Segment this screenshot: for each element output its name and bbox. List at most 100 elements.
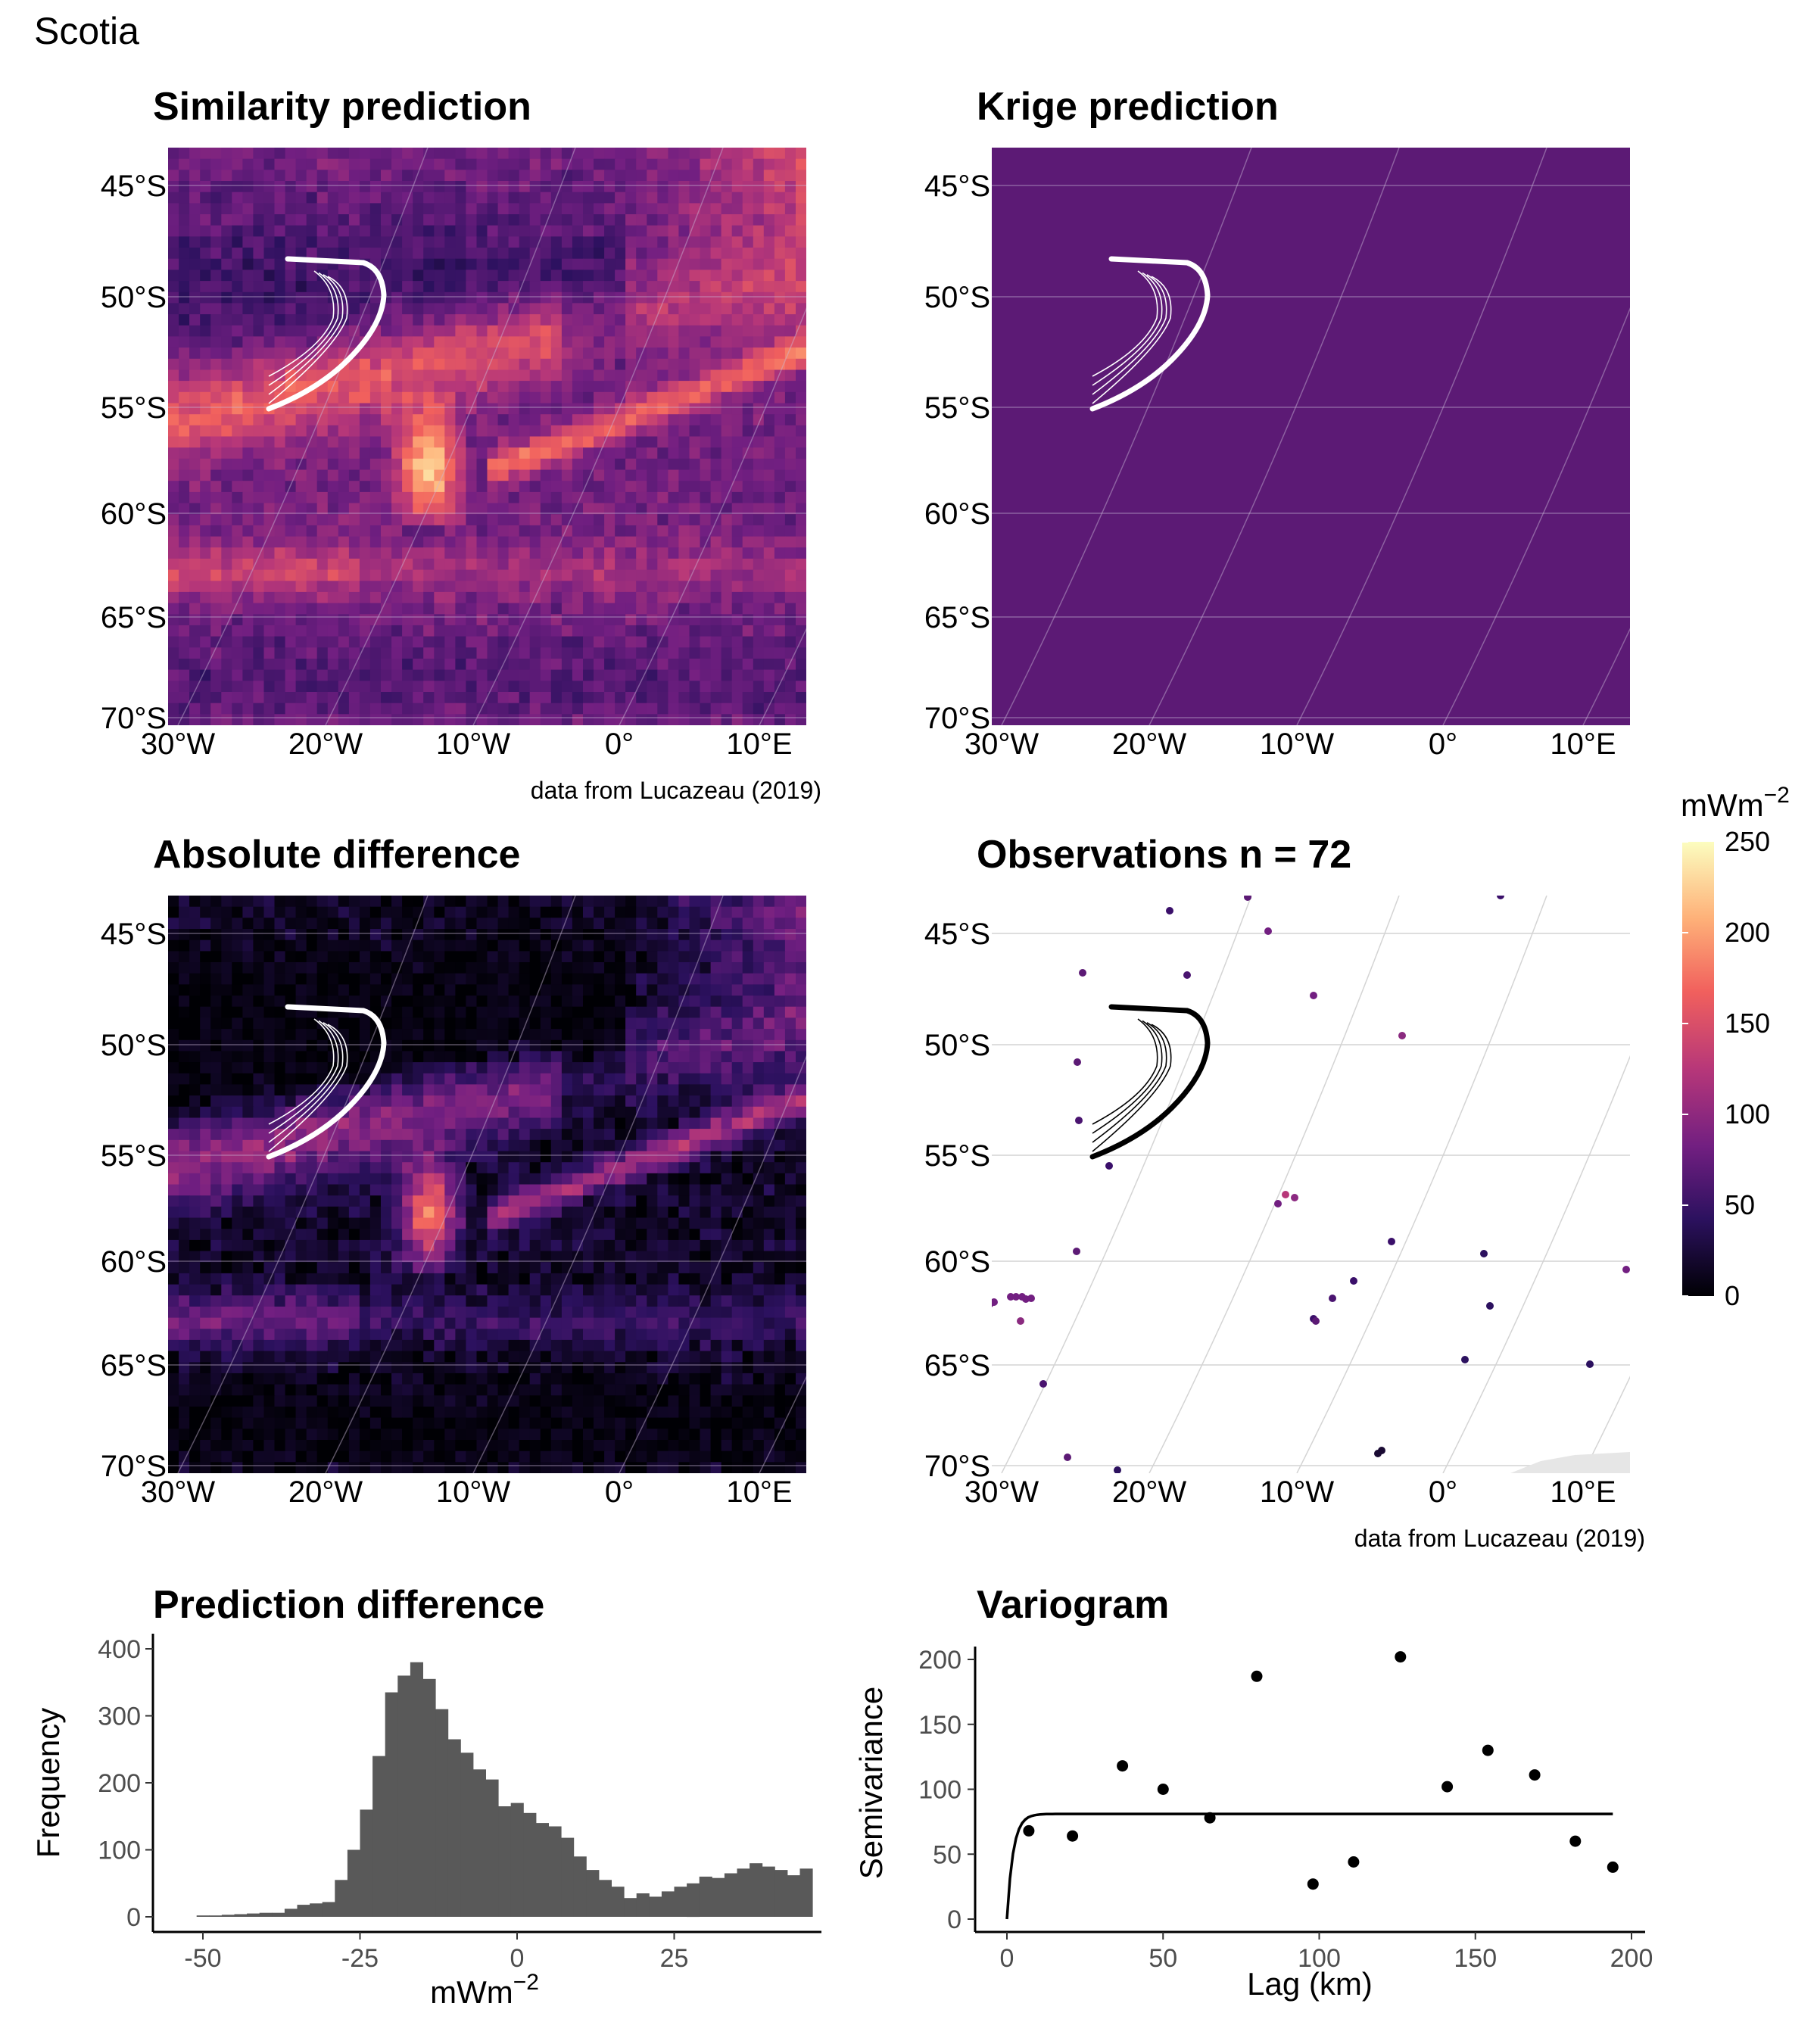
raster-cell [561,158,573,170]
raster-cell [295,1162,307,1174]
raster-cell [753,939,765,952]
raster-cell [572,1184,584,1196]
raster-cell [700,192,712,204]
raster-cell [689,481,701,493]
raster-cell [497,1006,510,1018]
raster-cell [423,336,435,348]
raster-cell [784,929,796,941]
raster-cell [753,1184,765,1196]
raster-cell [763,1039,775,1052]
raster-cell [285,1117,297,1129]
raster-cell [348,403,360,415]
raster-cell [678,929,690,941]
raster-cell [316,896,329,908]
raster-cell [753,514,765,526]
raster-cell [742,1173,754,1186]
raster-cell [487,514,499,526]
raster-cell [189,381,201,393]
plate-boundary-trace [1092,276,1172,404]
raster-cell [189,647,201,659]
raster-cell [444,258,456,270]
raster-cell [529,669,541,681]
raster-cell [784,181,796,193]
raster-cell [636,158,647,170]
raster-cell [348,525,360,537]
raster-cell [796,170,806,182]
raster-cell [784,962,796,974]
raster-cell [540,692,552,704]
raster-cell [316,1151,329,1163]
raster-cell [179,403,190,415]
raster-cell [657,603,669,615]
raster-cell [210,1073,222,1086]
raster-cell [200,469,211,481]
raster-cell [369,581,382,593]
raster-cell [455,458,467,471]
raster-cell [338,225,350,237]
raster-cell [784,681,796,693]
raster-cell [604,1006,616,1018]
raster-cell [359,525,371,537]
raster-cell [753,447,765,460]
raster-cell [678,236,690,248]
raster-cell [168,636,179,648]
raster-cell [625,303,637,315]
raster-cell [731,536,743,548]
raster-cell [210,291,222,304]
raster-cell [434,647,445,659]
raster-cell [306,558,318,571]
raster-cell [636,303,647,315]
raster-cell [348,714,360,725]
raster-cell [572,236,584,248]
raster-cell [210,503,222,515]
raster-cell [572,391,584,404]
raster-cell [668,714,680,725]
raster-cell [263,996,276,1008]
raster-cell [678,358,690,371]
raster-cell [668,514,680,526]
raster-cell [774,303,786,315]
raster-cell [179,625,190,637]
raster-cell [455,503,467,515]
raster-cell [561,514,573,526]
raster-cell [285,692,297,704]
raster-cell [753,325,765,338]
raster-cell [391,481,403,493]
raster-cell [295,918,307,930]
raster-cell [476,458,488,471]
raster-cell [561,347,573,360]
raster-cell [615,447,626,460]
raster-cell [285,636,297,648]
raster-cell [583,181,594,193]
raster-cell [348,1173,360,1186]
raster-cell [434,591,445,604]
raster-cell [413,1162,424,1174]
raster-cell [583,636,594,648]
raster-cell [753,536,765,548]
raster-cell [721,369,733,382]
raster-cell [561,659,573,671]
raster-cell [784,703,796,715]
raster-cell [455,303,467,315]
raster-cell [189,525,201,537]
raster-cell [487,481,499,493]
raster-cell [200,1084,211,1096]
raster-cell [168,1073,179,1086]
raster-cell [327,1195,339,1207]
raster-cell [232,939,243,952]
raster-cell [636,358,647,371]
raster-cell [168,1117,179,1129]
raster-cell [200,381,211,393]
raster-cell [210,625,222,637]
raster-cell [423,203,435,215]
raster-cell [583,714,594,725]
raster-cell [508,1117,520,1129]
raster-cell [348,647,360,659]
raster-cell [168,1029,179,1041]
raster-cell [721,659,733,671]
raster-cell [796,403,806,415]
raster-cell [168,248,179,260]
raster-cell [466,1129,478,1141]
raster-cell [710,481,722,493]
raster-cell [487,1217,499,1229]
